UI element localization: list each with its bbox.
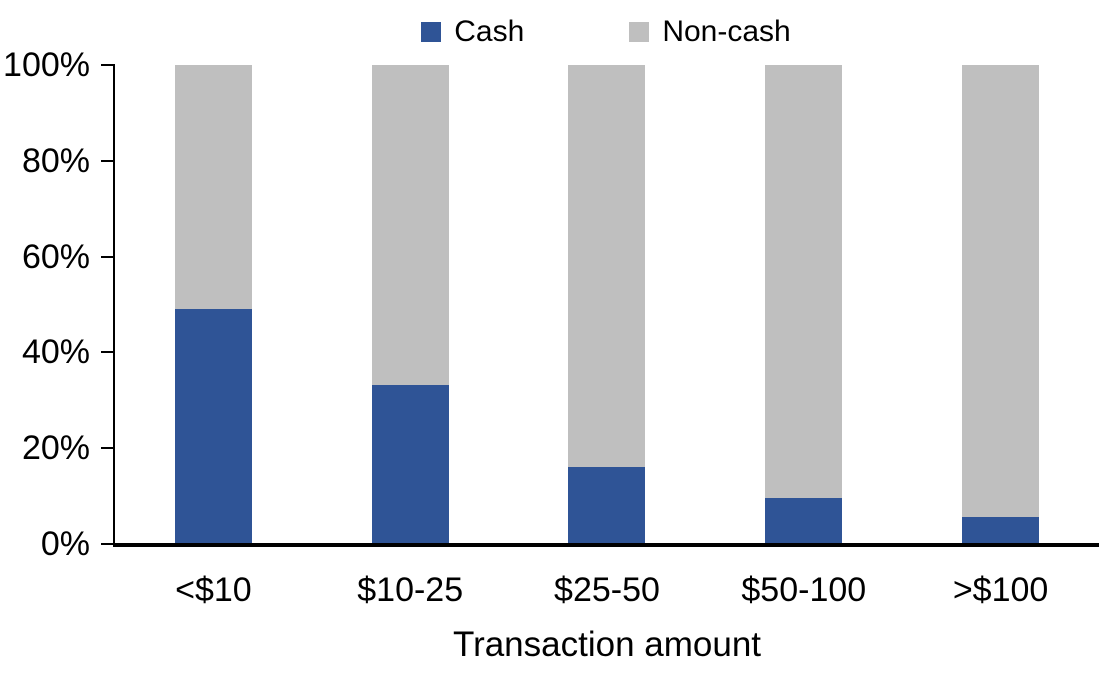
x-axis-title: Transaction amount xyxy=(452,625,762,664)
bar-segment-cash xyxy=(765,497,843,543)
y-axis-line xyxy=(113,64,115,545)
y-axis-tick xyxy=(101,256,113,258)
stacked-bar-50-100 xyxy=(765,65,843,543)
bar-segment-cash xyxy=(371,385,449,543)
legend-label-non-cash: Non-cash xyxy=(662,15,791,48)
stacked-bar-100 xyxy=(962,65,1040,543)
x-tick-label-10-25: $10-25 xyxy=(357,571,464,609)
y-tick-label-20: 20% xyxy=(21,429,90,467)
y-axis-tick xyxy=(101,64,113,66)
bar-segment-cash xyxy=(568,466,646,543)
x-axis-line xyxy=(113,543,1099,547)
y-tick-label-80: 80% xyxy=(21,142,90,180)
stacked-bar-25-50 xyxy=(568,65,646,543)
x-tick-label-100: >$100 xyxy=(952,571,1049,609)
bar-segment-cash xyxy=(174,308,252,543)
x-tick-label-10: <$10 xyxy=(175,571,252,609)
cash-swatch-icon xyxy=(421,22,442,42)
bar-segment-non-cash xyxy=(174,65,252,309)
bar-slot-25-50 xyxy=(509,65,706,543)
y-axis-tick xyxy=(101,447,113,449)
legend-item-cash: Cash xyxy=(421,15,524,49)
chart-legend: Cash Non-cash xyxy=(113,10,1099,54)
stacked-bar-10 xyxy=(174,65,252,543)
y-axis-tick xyxy=(101,160,113,162)
y-tick-label-60: 60% xyxy=(21,238,90,276)
bar-segment-non-cash xyxy=(568,65,646,467)
bar-segment-non-cash xyxy=(371,65,449,386)
bar-slot-100 xyxy=(902,65,1099,543)
x-tick-label-50-100: $50-100 xyxy=(741,571,867,609)
y-tick-label-100: 100% xyxy=(3,46,90,84)
stacked-bar-10-25 xyxy=(371,65,449,543)
bar-segment-non-cash xyxy=(765,65,843,498)
y-tick-label-40: 40% xyxy=(21,333,90,371)
non-cash-swatch-icon xyxy=(629,22,650,42)
bar-slot-50-100 xyxy=(705,65,902,543)
y-axis-tick xyxy=(101,351,113,353)
legend-item-non-cash: Non-cash xyxy=(629,15,791,49)
y-axis-tick xyxy=(101,543,113,545)
x-tick-label-25-50: $25-50 xyxy=(554,571,660,609)
y-tick-label-0: 0% xyxy=(40,525,90,563)
bar-segment-cash xyxy=(962,516,1040,543)
bar-slot-10 xyxy=(115,65,312,543)
x-axis-labels: <$10 $10-25 $25-50 $50-100 >$100 xyxy=(115,570,1099,610)
plot-area xyxy=(115,65,1099,543)
legend-label-cash: Cash xyxy=(454,15,525,48)
bar-segment-non-cash xyxy=(962,65,1040,517)
bar-slot-10-25 xyxy=(312,65,509,543)
